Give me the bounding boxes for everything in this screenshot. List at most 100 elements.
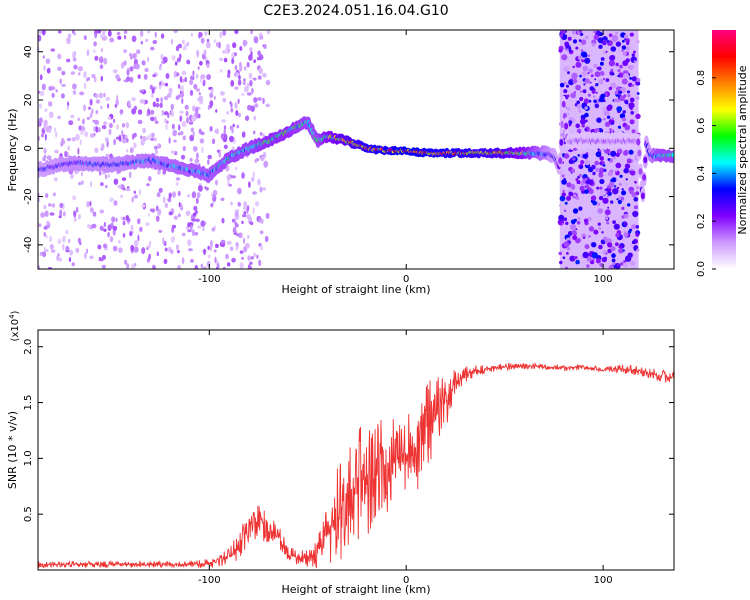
spectrogram-noise-blob xyxy=(574,256,578,260)
spectrogram-noise-blob xyxy=(611,72,615,76)
spectrogram-noise-blob xyxy=(598,79,604,85)
spectrogram-noise-blob xyxy=(604,121,611,128)
spectrogram-speckle xyxy=(149,133,152,138)
spectrogram-noise-blob xyxy=(567,231,573,236)
spectrogram-noise-blob xyxy=(577,55,583,61)
spectrogram-speckle xyxy=(197,66,200,70)
spectrogram-speckle xyxy=(211,227,216,232)
spectrogram-speckle xyxy=(133,239,139,247)
spectrogram-noise-blob xyxy=(603,256,607,261)
spectrogram-speckle xyxy=(82,118,85,125)
spectrogram-speckle xyxy=(125,122,130,129)
spectrogram-speckle xyxy=(256,56,262,61)
spectrogram-speckle xyxy=(254,158,258,163)
spectrogram-speckle xyxy=(185,43,189,47)
spectrogram-speckle xyxy=(140,139,145,146)
spectrogram-speckle xyxy=(222,30,227,36)
spectrogram-speckle xyxy=(220,133,225,140)
spectrogram-speckle xyxy=(139,99,145,104)
spectrogram-speckle xyxy=(187,239,192,246)
spectrogram-speckle xyxy=(55,89,58,93)
spectrogram-speckle xyxy=(223,128,226,136)
spectrogram-speckle xyxy=(100,182,104,187)
spectrogram-ridge-core xyxy=(637,149,642,157)
spectrogram-speckle xyxy=(198,92,201,96)
spectrogram-speckle xyxy=(119,109,124,114)
spectrogram-noise-blob xyxy=(608,86,613,91)
spectrogram-speckle xyxy=(213,39,217,43)
spectrogram-speckle xyxy=(147,56,150,63)
spectrogram-speckle xyxy=(179,75,183,83)
spectrogram-speckle xyxy=(222,97,227,103)
spectrogram-noise-blob xyxy=(621,188,624,191)
spectrogram-speckle xyxy=(161,109,164,117)
spectrogram-speckle xyxy=(188,121,194,125)
spectrogram-speckle xyxy=(180,154,186,160)
spectrogram-noise-blob xyxy=(582,236,586,239)
spectrogram-noise-blob xyxy=(615,232,620,238)
spectrogram-speckle xyxy=(181,257,185,264)
spectrogram-speckle xyxy=(193,83,198,90)
spectrogram-noise-blob xyxy=(624,163,631,169)
spectrogram-noise-blob xyxy=(596,117,602,123)
spectrogram-speckle xyxy=(228,183,232,187)
spectrogram-noise-blob xyxy=(590,195,597,201)
spectrogram-noise-blob xyxy=(629,97,635,103)
spectrogram-speckle xyxy=(202,266,207,269)
spectrogram-speckle xyxy=(193,212,197,217)
spectrogram-speckle xyxy=(73,31,76,36)
spectrogram-speckle xyxy=(129,66,134,72)
x-tick-label: 0 xyxy=(403,575,409,586)
spectrogram-speckle xyxy=(115,98,119,106)
spectrogram-speckle xyxy=(177,190,181,197)
spectrogram-noise-blob xyxy=(625,46,630,51)
spectrogram-noise-blob xyxy=(568,46,572,50)
spectrogram-noise-blob xyxy=(624,38,627,41)
spectrogram-speckle xyxy=(265,212,270,219)
spectrogram-speckle xyxy=(89,98,93,106)
spectrogram-noise-blob xyxy=(583,98,590,104)
spectrogram-noise-blob xyxy=(591,252,598,259)
spectrogram-speckle xyxy=(218,57,224,61)
spectrogram-speckle xyxy=(247,235,250,239)
spectrogram-speckle xyxy=(110,222,114,229)
spectrogram-speckle xyxy=(191,191,197,199)
spectrogram-noise-blob xyxy=(603,110,610,117)
spectrogram-speckle xyxy=(151,87,155,94)
spectrogram-speckle xyxy=(256,254,259,259)
spectrogram-noise-blob xyxy=(606,105,613,111)
spectrogram-speckle xyxy=(212,138,216,145)
spectrogram-speckle xyxy=(238,232,243,239)
spectrogram-speckle xyxy=(103,92,106,98)
spectrogram-speckle xyxy=(177,249,180,254)
spectrogram-noise-blob xyxy=(562,189,565,193)
spectrogram-speckle xyxy=(164,202,168,209)
spectrogram-speckle xyxy=(249,80,253,87)
spectrogram-noise-blob xyxy=(578,109,582,113)
spectrogram-noise-blob xyxy=(570,92,577,99)
spectrogram-speckle xyxy=(68,120,74,126)
spectrogram-noise-blob xyxy=(566,94,570,98)
spectrogram-noise-blob xyxy=(599,161,603,165)
spectrogram-ridge-core xyxy=(564,122,569,130)
spectrogram-noise-blob xyxy=(604,209,611,216)
spectrogram-noise-blob xyxy=(602,77,606,81)
spectrogram-noise-blob xyxy=(630,111,634,115)
spectrogram-noise-blob xyxy=(566,247,571,251)
spectrogram-speckle xyxy=(232,123,235,128)
spectrogram-speckle xyxy=(189,157,193,162)
spectrogram-speckle xyxy=(95,110,99,114)
spectrogram-speckle xyxy=(232,42,237,49)
spectrogram-speckle xyxy=(218,150,222,158)
spectrogram-speckle xyxy=(107,103,110,109)
spectrogram-noise-blob xyxy=(570,219,576,225)
spectrogram-speckle xyxy=(88,106,91,110)
spectrogram-noise-blob xyxy=(585,184,590,189)
colorbar-tick-label: 0.2 xyxy=(696,213,707,229)
spectrogram-noise-blob xyxy=(566,107,571,111)
spectrogram-noise-blob xyxy=(614,91,619,95)
spectrogram-noise-blob xyxy=(559,82,565,88)
spectrogram-speckle xyxy=(168,192,172,199)
spectrogram-speckle xyxy=(115,74,120,80)
spectrogram-speckle xyxy=(195,88,200,92)
